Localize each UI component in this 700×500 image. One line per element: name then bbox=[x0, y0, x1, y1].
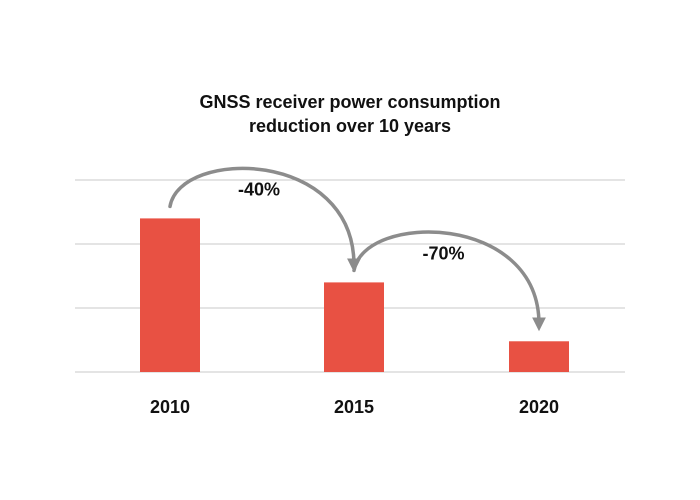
change-arrow bbox=[352, 230, 546, 332]
chart-title-line-2: reduction over 10 years bbox=[248, 116, 452, 136]
chart-title: GNSS receiver power consumption reductio… bbox=[0, 90, 700, 138]
change-label: -40% bbox=[238, 179, 280, 199]
change-label: -70% bbox=[422, 243, 464, 263]
bar-2020 bbox=[509, 341, 569, 372]
bar-2010 bbox=[140, 218, 200, 372]
x-tick-label: 2020 bbox=[519, 397, 559, 417]
bar-2015 bbox=[324, 282, 384, 372]
change-arrow bbox=[168, 166, 361, 273]
chart-title-line-1: GNSS receiver power consumption bbox=[199, 92, 501, 112]
x-tick-label: 2010 bbox=[150, 397, 190, 417]
x-tick-label: 2015 bbox=[334, 397, 374, 417]
